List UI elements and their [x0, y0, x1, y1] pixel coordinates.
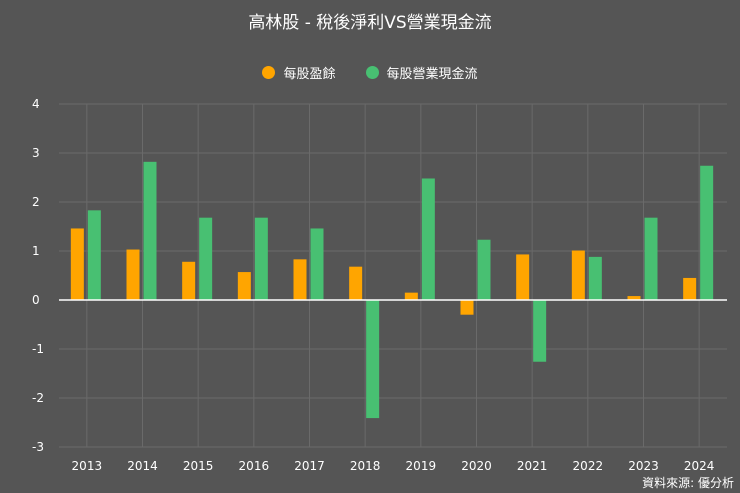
- bar-cfo: [310, 228, 324, 300]
- chart-title: 高林股 - 稅後淨利VS營業現金流: [248, 13, 492, 33]
- x-tick-label: 2014: [127, 459, 158, 473]
- y-tick-label: -2: [32, 391, 44, 405]
- legend-label-eps: 每股盈餘: [283, 67, 336, 82]
- legend-label-cfo: 每股營業現金流: [386, 67, 478, 82]
- bar-cfo: [477, 239, 491, 300]
- y-tick-label: 0: [32, 293, 40, 307]
- y-tick-label: 1: [32, 244, 40, 258]
- legend-marker-cfo: [365, 66, 379, 79]
- bar-cfo: [533, 300, 547, 362]
- bar-eps: [70, 228, 84, 300]
- bar-cfo: [644, 217, 658, 300]
- x-tick-label: 2023: [628, 459, 659, 473]
- y-tick-label: 3: [32, 146, 40, 160]
- legend-item-eps[interactable]: 每股盈餘: [262, 63, 336, 82]
- x-tick-label: 2018: [350, 459, 381, 473]
- y-tick-label: 4: [32, 97, 40, 111]
- y-tick-label: -1: [32, 342, 44, 356]
- bar-cfo: [87, 210, 101, 300]
- bar-eps: [683, 277, 697, 300]
- x-tick-label: 2013: [72, 459, 103, 473]
- x-tick-label: 2016: [239, 459, 270, 473]
- legend: 每股盈餘 每股營業現金流: [0, 63, 740, 82]
- bar-cfo: [588, 256, 602, 300]
- bar-eps: [404, 292, 418, 300]
- source-note: 資料來源: 優分析: [642, 476, 734, 490]
- bar-eps: [237, 272, 251, 300]
- x-tick-label: 2021: [517, 459, 548, 473]
- bar-eps: [349, 266, 363, 300]
- legend-item-cfo[interactable]: 每股營業現金流: [365, 63, 478, 82]
- bar-eps: [627, 296, 641, 300]
- y-tick-label: 2: [32, 195, 40, 209]
- x-tick-label: 2022: [573, 459, 604, 473]
- y-tick-label: -3: [32, 440, 44, 454]
- legend-marker-eps: [262, 66, 276, 79]
- bar-eps: [293, 259, 307, 300]
- x-tick-label: 2015: [183, 459, 214, 473]
- bar-cfo: [366, 300, 380, 419]
- bar-cfo: [700, 165, 714, 300]
- bar-cfo: [143, 161, 157, 300]
- x-tick-label: 2019: [406, 459, 437, 473]
- bar-eps: [516, 254, 530, 300]
- bar-eps: [126, 249, 140, 300]
- bar-cfo: [421, 178, 435, 300]
- bar-cfo: [199, 217, 213, 300]
- x-tick-label: 2024: [684, 459, 715, 473]
- bar-eps: [571, 250, 585, 300]
- bar-eps: [460, 300, 474, 315]
- bar-eps: [182, 261, 196, 300]
- x-tick-label: 2017: [294, 459, 325, 473]
- bar-cfo: [254, 217, 268, 300]
- x-tick-label: 2020: [461, 459, 492, 473]
